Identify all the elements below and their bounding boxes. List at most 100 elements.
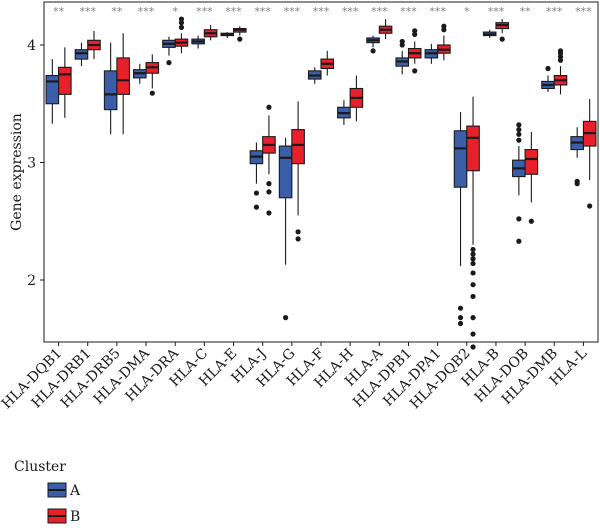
box-b bbox=[320, 50, 335, 76]
box-body bbox=[278, 145, 293, 199]
box-b bbox=[262, 104, 276, 216]
outlier-point bbox=[470, 246, 476, 253]
outlier-point bbox=[178, 24, 185, 30]
outlier-point bbox=[528, 218, 534, 224]
box-b bbox=[378, 19, 393, 40]
outlier-point bbox=[516, 131, 522, 137]
box-body bbox=[453, 130, 468, 188]
box-a bbox=[191, 35, 205, 49]
box-a bbox=[337, 100, 351, 125]
box-a bbox=[133, 63, 147, 84]
box-a bbox=[453, 111, 468, 327]
outlier-point bbox=[266, 189, 272, 195]
outlier-point bbox=[499, 36, 505, 42]
significance-label: ** bbox=[53, 5, 65, 18]
significance-label: *** bbox=[313, 5, 330, 18]
significance-label: *** bbox=[429, 5, 446, 18]
outlier-point bbox=[470, 293, 476, 300]
significance-label: * bbox=[464, 5, 470, 18]
outlier-point bbox=[516, 122, 522, 128]
box-b bbox=[87, 30, 101, 60]
outlier-point bbox=[516, 216, 522, 222]
box-body bbox=[74, 49, 89, 60]
outlier-point bbox=[295, 236, 301, 242]
outlier-point bbox=[412, 68, 418, 74]
box-body bbox=[58, 66, 72, 95]
box-a bbox=[366, 35, 380, 54]
outlier-point bbox=[266, 181, 272, 187]
y-tick-label: 2 bbox=[27, 273, 36, 289]
outlier-point bbox=[457, 315, 464, 321]
box-b bbox=[466, 96, 480, 350]
significance-label: ** bbox=[111, 5, 123, 18]
outlier-point bbox=[470, 270, 476, 276]
box-b bbox=[203, 25, 218, 41]
significance-label: *** bbox=[342, 5, 359, 18]
outlier-point bbox=[470, 315, 476, 321]
box-b bbox=[232, 26, 247, 42]
outlier-point bbox=[441, 23, 447, 29]
box-b bbox=[174, 16, 189, 54]
significance-label: *** bbox=[488, 5, 505, 18]
significance-label: * bbox=[172, 5, 178, 18]
significance-label: *** bbox=[371, 5, 388, 18]
outlier-point bbox=[470, 344, 476, 350]
outlier-point bbox=[470, 260, 476, 267]
box-a bbox=[570, 127, 584, 187]
outlier-point bbox=[370, 48, 376, 54]
significance-label: *** bbox=[546, 5, 563, 18]
outlier-point bbox=[457, 305, 464, 311]
box-body bbox=[103, 70, 118, 111]
box-b bbox=[58, 47, 72, 118]
outlier-point bbox=[166, 60, 172, 66]
outlier-point bbox=[545, 65, 551, 72]
box-a bbox=[512, 122, 526, 244]
box-b bbox=[116, 33, 130, 135]
box-b bbox=[553, 48, 568, 95]
outlier-point bbox=[457, 320, 464, 327]
outlier-point bbox=[178, 16, 185, 22]
box-b bbox=[437, 23, 451, 61]
outlier-point bbox=[470, 256, 476, 262]
box-body bbox=[291, 129, 305, 165]
outlier-point bbox=[574, 181, 580, 187]
box-a bbox=[541, 65, 555, 92]
outlier-point bbox=[516, 137, 522, 143]
significance-label: *** bbox=[284, 5, 301, 18]
outlier-point bbox=[295, 229, 301, 235]
box-b bbox=[582, 99, 597, 209]
box-a bbox=[74, 42, 89, 67]
outlier-point bbox=[237, 36, 243, 42]
box-a bbox=[278, 137, 293, 321]
outlier-point bbox=[587, 203, 593, 209]
box-b bbox=[495, 19, 509, 42]
box-body bbox=[116, 57, 130, 95]
box-b bbox=[407, 28, 422, 74]
box-a bbox=[307, 67, 322, 84]
box-a bbox=[45, 59, 60, 124]
box-a bbox=[162, 36, 176, 66]
box-b bbox=[291, 101, 305, 242]
box-a bbox=[395, 38, 410, 75]
outlier-point bbox=[149, 90, 155, 96]
box-a bbox=[103, 42, 118, 135]
legend-title: Cluster bbox=[14, 459, 66, 475]
outlier-point bbox=[516, 238, 522, 244]
box-b bbox=[145, 54, 160, 96]
legend-label-a: A bbox=[69, 483, 81, 499]
significance-label: *** bbox=[196, 5, 213, 18]
outlier-point bbox=[470, 251, 476, 257]
significance-label: ** bbox=[520, 5, 532, 18]
outlier-point bbox=[266, 104, 272, 110]
outlier-point bbox=[282, 315, 289, 321]
significance-label: *** bbox=[575, 5, 592, 18]
legend: Cluster A B bbox=[14, 459, 81, 525]
box-body bbox=[45, 75, 60, 105]
box-body bbox=[466, 125, 480, 172]
box-a bbox=[249, 142, 264, 210]
box-a bbox=[482, 29, 497, 38]
outlier-point bbox=[253, 204, 260, 210]
outlier-point bbox=[516, 127, 522, 133]
outlier-point bbox=[557, 48, 564, 54]
